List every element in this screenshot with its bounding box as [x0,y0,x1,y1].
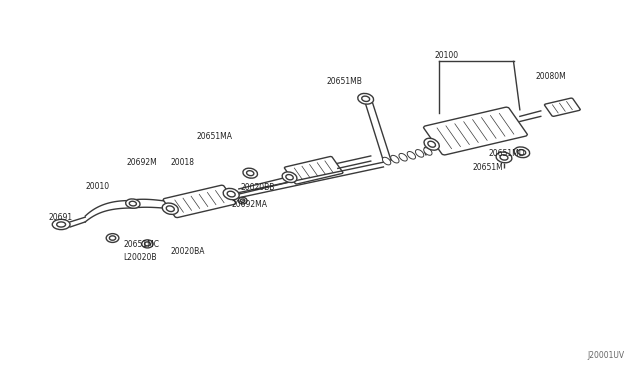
Ellipse shape [286,174,293,180]
FancyBboxPatch shape [284,157,343,184]
FancyBboxPatch shape [163,185,236,218]
Ellipse shape [241,199,245,202]
Ellipse shape [383,157,391,165]
Text: 20651MD: 20651MD [488,148,525,157]
Ellipse shape [424,138,439,150]
Ellipse shape [362,96,370,102]
Ellipse shape [415,150,424,157]
Ellipse shape [129,201,136,206]
Ellipse shape [125,199,140,208]
Text: 20651MA: 20651MA [196,132,232,141]
Ellipse shape [145,242,150,246]
Ellipse shape [238,198,247,204]
Text: 20020BA: 20020BA [171,247,205,256]
Text: 20651MC: 20651MC [124,240,159,249]
Text: 20691: 20691 [49,213,72,222]
Ellipse shape [163,203,179,214]
Text: 20080M: 20080M [536,71,566,81]
Text: 20010: 20010 [85,182,109,190]
Ellipse shape [424,148,432,155]
Ellipse shape [141,240,153,248]
FancyBboxPatch shape [424,107,527,155]
Text: 20018: 20018 [171,158,195,167]
Text: 20100: 20100 [434,51,458,60]
FancyBboxPatch shape [545,98,580,116]
Ellipse shape [399,153,407,161]
Ellipse shape [514,147,530,158]
Ellipse shape [227,191,235,197]
Ellipse shape [518,150,525,155]
Ellipse shape [407,151,415,159]
Ellipse shape [496,152,512,163]
Ellipse shape [109,236,116,240]
Ellipse shape [166,206,174,212]
Text: J20001UV: J20001UV [588,351,625,360]
Text: L20020B: L20020B [124,253,157,262]
Text: 20651MB: 20651MB [326,77,362,86]
Ellipse shape [246,171,254,176]
Ellipse shape [428,141,435,147]
Ellipse shape [223,188,239,200]
Ellipse shape [52,219,70,230]
Ellipse shape [243,168,257,178]
Ellipse shape [57,222,65,227]
Ellipse shape [358,93,374,104]
Ellipse shape [390,155,399,163]
Text: 20692MA: 20692MA [231,200,267,209]
Ellipse shape [500,155,508,160]
Ellipse shape [282,172,297,183]
Text: 20020BB: 20020BB [241,183,275,192]
Text: 20651M: 20651M [472,163,503,172]
Text: 20692M: 20692M [127,158,157,167]
Ellipse shape [106,234,119,243]
